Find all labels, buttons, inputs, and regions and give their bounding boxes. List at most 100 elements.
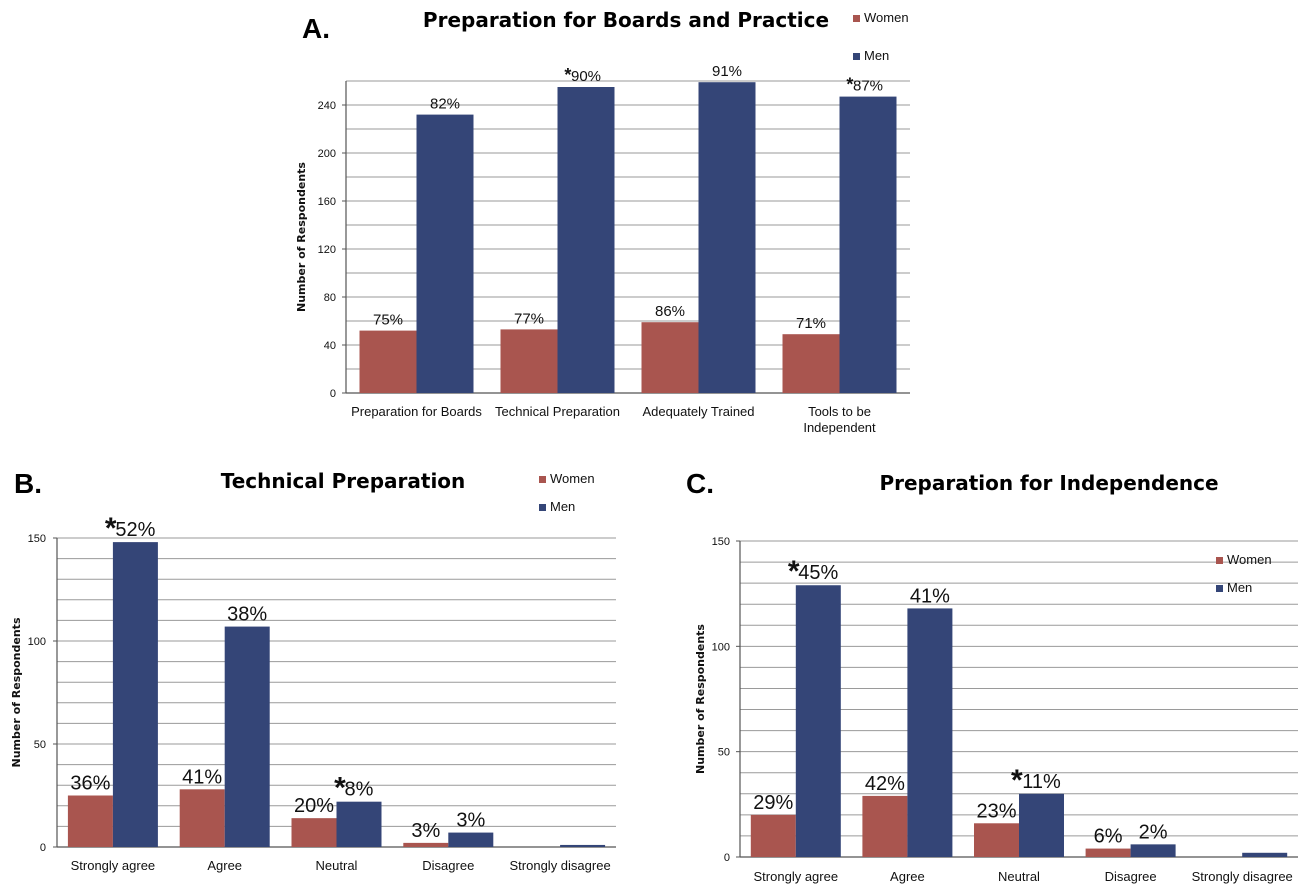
legend-label: Men [550, 499, 575, 514]
category-label: Tools to be Independent [803, 404, 876, 435]
data-label: 41% [182, 766, 222, 788]
legend-label: Men [864, 48, 889, 63]
data-label: 90% [571, 68, 601, 85]
panel-a-plot: 0 40 80 120 160 200 240 Number of Respondents 75… [295, 10, 910, 435]
y-tick-label: 0 [330, 388, 336, 400]
bar-women-agree [179, 789, 225, 847]
bar-men-agree [224, 626, 270, 847]
y-tick-label: 100 [712, 641, 730, 653]
data-label: 42% [865, 773, 905, 795]
bar-men-tools-to-be-independent [839, 96, 897, 393]
data-label: 29% [753, 792, 793, 814]
y-tick-label: 160 [318, 196, 336, 208]
bar-women-adequately-trained [641, 322, 699, 393]
data-label: 11% [1022, 771, 1061, 793]
data-label: 82% [430, 96, 460, 113]
bar-men-neutral [1019, 793, 1064, 857]
panel-b-title: Technical Preparation [221, 469, 466, 493]
y-axis-label: Number of Respondents [295, 162, 308, 312]
legend-swatch [1216, 557, 1223, 564]
y-tick-label: 0 [40, 842, 46, 854]
bar-women-neutral [974, 823, 1019, 857]
data-label: 86% [655, 303, 685, 320]
y-tick-label: 0 [724, 852, 730, 864]
data-label: 6% [1094, 826, 1123, 848]
data-label: 52% [115, 519, 155, 541]
y-axis-label: Number of Respondents [694, 624, 707, 774]
bar-men-disagree [448, 832, 494, 847]
y-tick-label: 240 [318, 100, 336, 112]
bar-women-agree [862, 795, 908, 857]
category-label: Preparation for Boards [351, 404, 482, 419]
category-label: Neutral [316, 858, 358, 873]
data-label: 36% [70, 773, 110, 795]
bar-men-preparation-for-boards [416, 114, 474, 393]
bar-men-neutral [336, 801, 382, 847]
bar-men-disagree [1130, 844, 1176, 857]
legend-swatch [853, 53, 860, 60]
y-tick-label: 200 [318, 148, 336, 160]
significance-asterisk: * [788, 555, 800, 588]
data-label: 87% [853, 78, 883, 95]
data-label: 8% [345, 779, 374, 801]
y-axis-label: Number of Respondents [10, 617, 23, 767]
data-label: 20% [294, 795, 334, 817]
y-tick-label: 50 [34, 739, 46, 751]
data-label: 71% [796, 315, 826, 332]
y-tick-label: 80 [324, 292, 336, 304]
panel-a-title: Preparation for Boards and Practice [423, 8, 829, 32]
category-label: Adequately Trained [642, 404, 754, 419]
significance-asterisk: * [564, 65, 571, 85]
bar-women-tools-to-be-independent [782, 334, 840, 393]
y-tick-label: 150 [28, 533, 46, 545]
significance-asterisk: * [846, 75, 853, 95]
bar-men-strongly-disagree [1242, 852, 1288, 857]
legend-swatch [539, 476, 546, 483]
data-label: 91% [712, 63, 742, 80]
bar-women-technical-preparation [500, 329, 558, 393]
panel-c-letter: C. [686, 468, 714, 499]
legend-label: Women [1227, 552, 1272, 567]
data-label: 75% [373, 312, 403, 329]
significance-asterisk: * [105, 512, 117, 545]
category-label: Agree [207, 858, 242, 873]
bar-women-strongly-agree [750, 814, 796, 857]
bar-men-technical-preparation [557, 87, 615, 393]
legend-swatch [539, 504, 546, 511]
legend-swatch [853, 15, 860, 22]
bar-men-strongly-agree [795, 585, 841, 857]
category-label: Disagree [422, 858, 474, 873]
data-label: 23% [976, 800, 1016, 822]
legend-label: Women [550, 471, 595, 486]
data-label: 45% [798, 562, 838, 584]
panel-b-letter: B. [14, 468, 42, 499]
data-label: 2% [1139, 821, 1168, 843]
y-tick-label: 40 [324, 340, 336, 352]
panel-a-letter: A. [302, 13, 330, 44]
category-label: Technical Preparation [495, 404, 620, 419]
y-tick-label: 120 [318, 244, 336, 256]
y-tick-label: 150 [712, 536, 730, 548]
significance-asterisk: * [334, 772, 346, 805]
panel-c: C. Preparation for Independence 0 50 100 15… [686, 468, 1298, 884]
data-label: 77% [514, 310, 544, 327]
legend-swatch [1216, 585, 1223, 592]
category-label: Agree [890, 869, 925, 884]
bar-men-strongly-agree [112, 542, 158, 847]
data-label: 3% [456, 810, 485, 832]
data-label: 3% [411, 820, 440, 842]
panel-a: A. Preparation for Boards and Practice 0… [295, 8, 910, 435]
category-label: Strongly disagree [1192, 869, 1293, 884]
bar-men-strongly-disagree [560, 844, 606, 847]
category-label: Strongly agree [71, 858, 156, 873]
bar-women-preparation-for-boards [359, 330, 417, 393]
panel-b: B. Technical Preparation 0 50 100 150 Number… [10, 468, 616, 873]
category-label: Disagree [1105, 869, 1157, 884]
panel-c-title: Preparation for Independence [879, 471, 1218, 495]
category-label: Strongly disagree [510, 858, 611, 873]
legend-label: Women [864, 10, 909, 25]
bar-women-neutral [291, 818, 337, 847]
